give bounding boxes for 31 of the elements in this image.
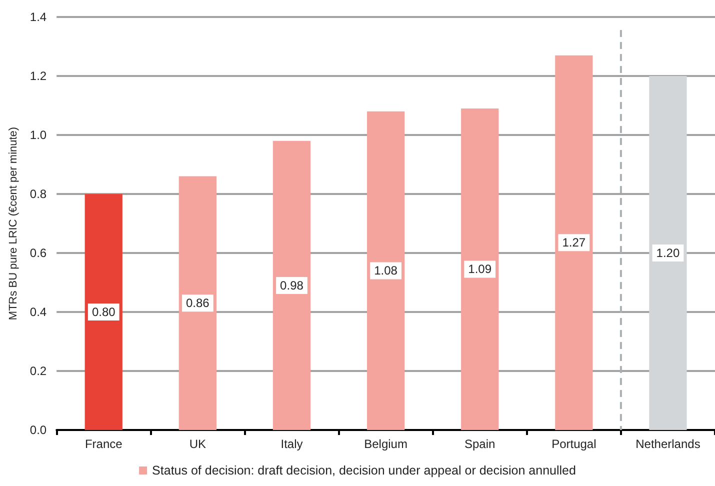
- y-tick-label: 0.6: [30, 246, 47, 260]
- x-tick-label: Portugal: [552, 437, 596, 451]
- y-tick-label: 0.0: [30, 423, 47, 437]
- y-axis-title: MTRs BU pure LRIC (€cent per minute): [8, 126, 20, 320]
- legend-label: Status of decision: draft decision, decision under appeal or decision annulled: [152, 464, 576, 478]
- bar: [649, 76, 687, 430]
- y-tick-label: 1.2: [30, 69, 47, 83]
- x-tick-label: Spain: [464, 437, 496, 451]
- data-label: 1.20: [656, 246, 680, 260]
- y-tick-label: 1.4: [30, 10, 47, 24]
- bar: [366, 111, 405, 430]
- x-tick-label: UK: [189, 437, 206, 451]
- data-label: 0.98: [280, 278, 304, 292]
- y-tick-label: 1.0: [30, 128, 47, 142]
- bar: [555, 55, 593, 430]
- x-tick-label: Belgium: [364, 437, 408, 451]
- y-tick-label: 0.2: [30, 364, 47, 378]
- y-tick-label: 0.4: [30, 305, 47, 319]
- bar: [272, 140, 311, 430]
- bar: [178, 176, 216, 430]
- data-label: 0.86: [186, 296, 210, 310]
- bar: [461, 108, 499, 430]
- data-label: 0.80: [92, 305, 116, 319]
- x-tick-label: Netherlands: [636, 437, 700, 451]
- data-label: 1.27: [562, 236, 586, 250]
- x-tick-label: Italy: [280, 437, 303, 451]
- x-tick-label: France: [84, 437, 123, 451]
- data-label: 1.08: [374, 264, 398, 278]
- bar: [84, 194, 122, 430]
- data-label: 1.09: [468, 262, 492, 276]
- y-tick-label: 0.8: [30, 187, 47, 201]
